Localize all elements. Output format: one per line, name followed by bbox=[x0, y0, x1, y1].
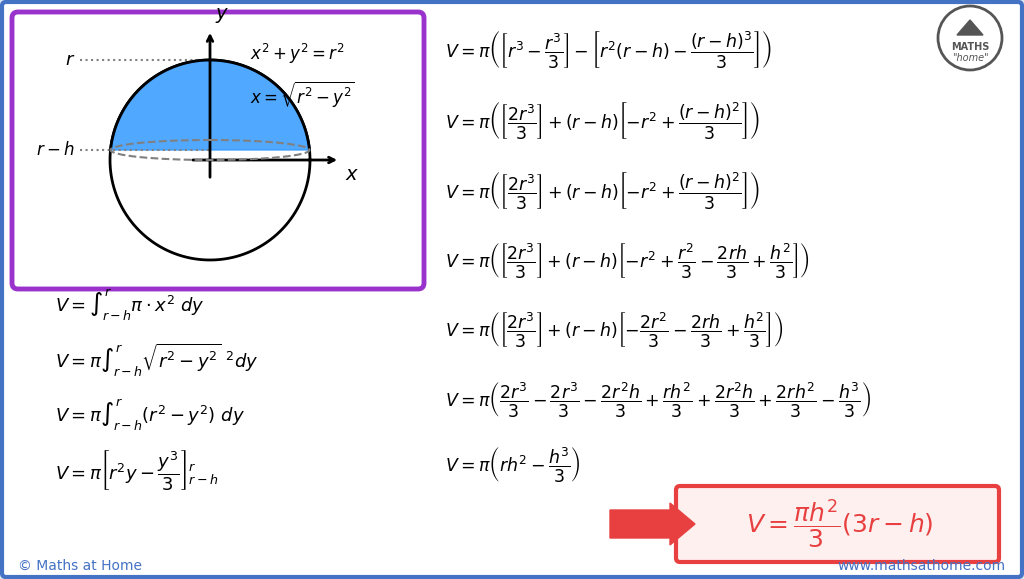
Text: $r - h$: $r - h$ bbox=[36, 141, 75, 159]
Text: © Maths at Home: © Maths at Home bbox=[18, 559, 142, 573]
FancyBboxPatch shape bbox=[12, 12, 424, 289]
Text: $x$: $x$ bbox=[345, 165, 359, 184]
Text: $V = \pi \left( \left[ \dfrac{2r^3}{3} \right] + (r-h)\left[ - \dfrac{2r^2}{3} -: $V = \pi \left( \left[ \dfrac{2r^3}{3} \… bbox=[445, 310, 783, 350]
Text: $V = \pi \left( \left[ \dfrac{2r^3}{3} \right] + (r-h)\left[ -r^2 + \dfrac{(r-h): $V = \pi \left( \left[ \dfrac{2r^3}{3} \… bbox=[445, 100, 760, 141]
Text: $r$: $r$ bbox=[65, 51, 75, 69]
Text: $V = \pi \left( \left[ \dfrac{2r^3}{3} \right] + (r-h)\left[ -r^2 + \dfrac{(r-h): $V = \pi \left( \left[ \dfrac{2r^3}{3} \… bbox=[445, 170, 760, 211]
Polygon shape bbox=[957, 20, 983, 35]
Text: $V = \pi \left( \dfrac{2r^3}{3} - \dfrac{2r^3}{3} - \dfrac{2r^2h}{3} + \dfrac{rh: $V = \pi \left( \dfrac{2r^3}{3} - \dfrac… bbox=[445, 380, 871, 420]
Text: $x = \sqrt{r^2 - y^2}$: $x = \sqrt{r^2 - y^2}$ bbox=[250, 80, 355, 110]
Text: $V = \pi \left( rh^2 - \dfrac{h^3}{3} \right)$: $V = \pi \left( rh^2 - \dfrac{h^3}{3} \r… bbox=[445, 445, 581, 485]
FancyArrow shape bbox=[610, 503, 695, 545]
Text: $V = \pi\int_{r-h}^{r} \sqrt{r^2 - y^2} \ ^2 dy$: $V = \pi\int_{r-h}^{r} \sqrt{r^2 - y^2} … bbox=[55, 342, 258, 379]
Text: $y$: $y$ bbox=[215, 6, 229, 25]
Text: $V = \pi\left[ r^2y - \dfrac{y^3}{3} \right]_{r-h}^{r}$: $V = \pi\left[ r^2y - \dfrac{y^3}{3} \ri… bbox=[55, 448, 218, 492]
Polygon shape bbox=[111, 60, 309, 150]
Text: $x^2 + y^2 = r^2$: $x^2 + y^2 = r^2$ bbox=[250, 42, 344, 66]
Text: $V = \pi \left( \left[ \dfrac{2r^3}{3} \right] + (r-h)\left[ -r^2 + \dfrac{r^2}{: $V = \pi \left( \left[ \dfrac{2r^3}{3} \… bbox=[445, 240, 810, 280]
Text: $V = \dfrac{\pi h^2}{3}(3r - h)$: $V = \dfrac{\pi h^2}{3}(3r - h)$ bbox=[746, 497, 934, 551]
Text: "home": "home" bbox=[951, 53, 988, 63]
Text: $V = \pi\int_{r-h}^{r} (r^2 - y^2) \ dy$: $V = \pi\int_{r-h}^{r} (r^2 - y^2) \ dy$ bbox=[55, 397, 245, 433]
Text: $V = \int_{r-h}^{r} \pi \cdot x^2 \ dy$: $V = \int_{r-h}^{r} \pi \cdot x^2 \ dy$ bbox=[55, 287, 205, 323]
Text: MATHS: MATHS bbox=[951, 42, 989, 52]
Circle shape bbox=[938, 6, 1002, 70]
FancyBboxPatch shape bbox=[676, 486, 999, 562]
Text: www.mathsathome.com: www.mathsathome.com bbox=[838, 559, 1006, 573]
Text: $V = \pi \left( \left[ r^3 - \dfrac{r^3}{3} \right] - \left[ r^2(r-h) - \dfrac{(: $V = \pi \left( \left[ r^3 - \dfrac{r^3}… bbox=[445, 30, 772, 71]
